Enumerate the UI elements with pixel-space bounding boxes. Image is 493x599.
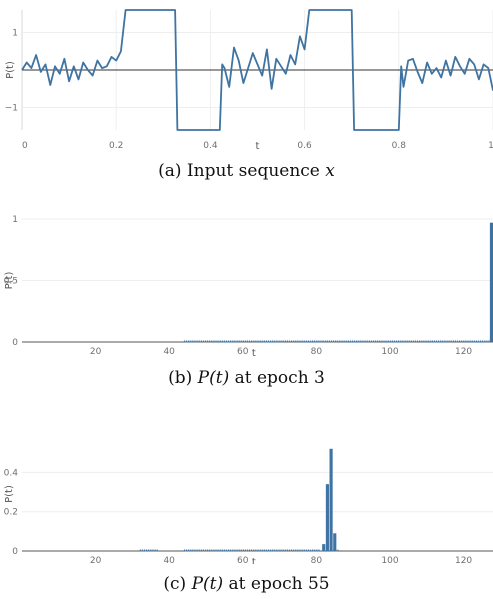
x-tick-label: 1 <box>488 141 493 151</box>
chart-input-sequence: −1 1 0 0.2 0.4 0.6 0.8 1 t P(t) <box>5 9 493 152</box>
x-tick-label: 80 <box>311 556 323 564</box>
x-tick-label: 0 <box>22 141 28 151</box>
x-tick-label: 100 <box>381 556 398 564</box>
x-tick-label: 40 <box>163 556 175 564</box>
x-tick-label: 0.2 <box>109 141 123 151</box>
x-tick-label: 20 <box>90 556 102 564</box>
caption-a-symbol: x <box>325 161 335 181</box>
caption-c: (c) P(t) at epoch 55 <box>0 574 493 594</box>
x-tick-label: 100 <box>381 347 398 356</box>
y-tick-label: 0.2 <box>4 508 18 518</box>
bar <box>333 533 337 551</box>
caption-c-suffix: at epoch 55 <box>223 574 330 594</box>
x-tick-label: 0.8 <box>392 141 407 151</box>
y-tick-label: 0.4 <box>4 468 19 478</box>
y-tick-label: 1 <box>12 29 18 39</box>
y-tick-label: 0.5 <box>4 277 18 287</box>
y-tick-label: 0 <box>12 547 18 557</box>
caption-b-symbol: P(t) <box>197 368 230 388</box>
x-tick-label: 60 <box>237 347 249 356</box>
caption-a-prefix: (a) Input sequence <box>158 161 326 181</box>
x-axis-label: t <box>256 141 260 152</box>
caption-b-prefix: (b) <box>168 368 198 388</box>
y-axis-label: P(t) <box>4 272 15 290</box>
x-tick-label: 20 <box>90 347 102 356</box>
caption-c-prefix: (c) <box>163 574 192 594</box>
chart-a-panel: −1 1 0 0.2 0.4 0.6 0.8 1 t P(t) <box>0 0 493 160</box>
y-tick-label: 0 <box>12 338 18 348</box>
y-axis-label: P(t) <box>4 485 15 503</box>
x-axis-label: t <box>252 557 256 564</box>
x-tick-label: 40 <box>163 347 175 356</box>
x-tick-label: 0.6 <box>297 141 312 151</box>
x-tick-label: 80 <box>311 347 323 356</box>
y-tick-label: −1 <box>5 104 18 114</box>
chart-p-epoch-55: 0 0.2 0.4 20 40 60 80 100 120 t P(t) <box>4 448 493 564</box>
y-axis-label: P(t) <box>5 61 16 79</box>
y-tick-label: 1 <box>12 215 18 225</box>
caption-a: (a) Input sequence x <box>0 161 493 181</box>
bar <box>489 222 493 342</box>
series-line <box>21 9 493 131</box>
chart-b-panel: 0 0.5 1 20 40 60 80 100 120 t P(t) <box>0 196 493 356</box>
chart-c-panel: 0 0.2 0.4 20 40 60 80 100 120 t P(t) <box>0 404 493 564</box>
x-tick-label: 0.4 <box>203 141 218 151</box>
x-tick-label: 120 <box>455 347 472 356</box>
bar <box>329 448 333 551</box>
x-tick-label: 60 <box>237 556 249 564</box>
caption-c-symbol: P(t) <box>191 574 224 594</box>
x-tick-label: 120 <box>455 556 472 564</box>
x-axis-label: t <box>252 348 256 356</box>
bar <box>322 544 326 551</box>
caption-b-suffix: at epoch 3 <box>229 368 325 388</box>
bar <box>325 484 329 551</box>
caption-b: (b) P(t) at epoch 3 <box>0 368 493 388</box>
